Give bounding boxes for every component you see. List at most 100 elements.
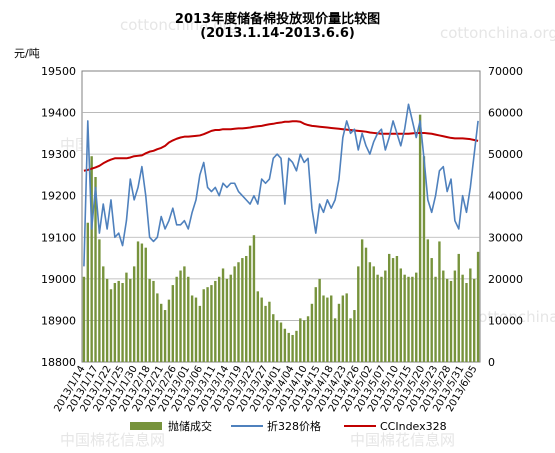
bar: [322, 295, 325, 362]
bar: [264, 305, 267, 362]
bar: [117, 280, 120, 362]
bar: [98, 239, 101, 362]
bar: [156, 293, 159, 362]
bar: [380, 276, 383, 362]
bar: [438, 241, 441, 362]
y-left-axis-label: 元/吨: [14, 47, 40, 60]
bar: [194, 297, 198, 362]
bar: [221, 268, 225, 362]
bar: [457, 253, 460, 362]
y-right-tick-label: 60000: [488, 107, 523, 120]
bar: [94, 177, 97, 362]
bar: [272, 314, 275, 362]
line-折328价格: [83, 103, 479, 267]
bar: [129, 278, 132, 362]
y-left-tick-label: 18900: [41, 314, 76, 327]
legend-label: 抛储成交: [168, 419, 212, 433]
y-left-tick-label: 19100: [41, 231, 76, 244]
bar: [415, 272, 418, 362]
y-right-tick-label: 40000: [488, 190, 523, 203]
bar: [476, 251, 480, 362]
bar: [445, 278, 449, 362]
bar: [148, 278, 151, 362]
bar: [453, 270, 457, 362]
bar: [102, 266, 105, 362]
bar: [82, 276, 86, 362]
bar: [175, 276, 178, 362]
bar: [121, 283, 124, 362]
bar: [125, 272, 128, 362]
bar: [345, 293, 348, 362]
watermark-text: cottonchina.org: [440, 24, 555, 42]
bar: [349, 318, 352, 362]
bar: [144, 247, 147, 362]
gridlines: [82, 112, 480, 321]
bar-series-抛储成交: [82, 114, 480, 363]
bar: [283, 328, 287, 362]
y-left-tick-label: 19200: [41, 190, 76, 203]
bar: [310, 303, 314, 362]
y-left-tick-label: 19000: [41, 273, 76, 286]
bar: [252, 235, 256, 362]
bar: [245, 255, 248, 362]
bar: [341, 295, 345, 362]
bar: [248, 245, 252, 362]
bar: [86, 222, 89, 362]
bar: [109, 289, 113, 362]
bar: [152, 280, 155, 362]
bar: [229, 274, 232, 362]
legend-label: 折328价格: [267, 419, 321, 433]
bar: [376, 274, 379, 362]
bar: [318, 278, 321, 362]
y-right-tick-label: 30000: [488, 231, 523, 244]
bar: [384, 270, 387, 362]
bar: [268, 301, 271, 362]
y-right-tick-label: 50000: [488, 148, 523, 161]
watermark-text: cottonchina.org: [470, 308, 555, 326]
bar: [136, 241, 140, 362]
y-left-tick-label: 19300: [41, 148, 76, 161]
bar: [291, 334, 294, 362]
bar: [190, 295, 194, 362]
bar: [299, 318, 302, 362]
legend: 抛储成交 折328价格 CCIndex328: [130, 419, 447, 433]
bar: [434, 276, 437, 362]
bar: [360, 239, 364, 362]
bar: [372, 266, 375, 362]
bar: [187, 276, 190, 362]
bar: [333, 318, 337, 362]
bar: [426, 239, 430, 362]
watermark-text: 中国棉花信息网: [350, 431, 455, 449]
bar: [368, 262, 372, 362]
bar: [140, 243, 144, 362]
bar: [167, 299, 171, 362]
bar: [202, 289, 205, 362]
bar: [449, 280, 453, 362]
bar: [90, 156, 93, 362]
bar: [465, 283, 468, 362]
bar: [461, 274, 464, 362]
bar: [183, 266, 186, 362]
watermark-text: cottonchina.org: [120, 16, 238, 34]
bar: [306, 316, 310, 362]
bar: [287, 332, 290, 362]
bar: [163, 310, 167, 362]
bar: [217, 276, 221, 362]
bar: [326, 297, 329, 362]
bar: [314, 287, 317, 362]
bar: [256, 291, 260, 362]
y-left-tick-label: 19500: [41, 65, 76, 78]
bar: [260, 297, 263, 362]
bar: [357, 266, 360, 362]
bar: [337, 303, 341, 362]
bar: [210, 285, 213, 362]
bar: [214, 280, 217, 362]
y-left-tick-label: 19400: [41, 107, 76, 120]
line-CCIndex328: [83, 120, 479, 172]
y-right-tick-label: 70000: [488, 65, 523, 78]
bar: [411, 276, 414, 362]
y-right-tick-label: 10000: [488, 314, 523, 327]
bar: [237, 262, 240, 362]
bar: [113, 283, 117, 362]
chart-title: 2013年度储备棉投放现价量比较图: [174, 12, 381, 27]
